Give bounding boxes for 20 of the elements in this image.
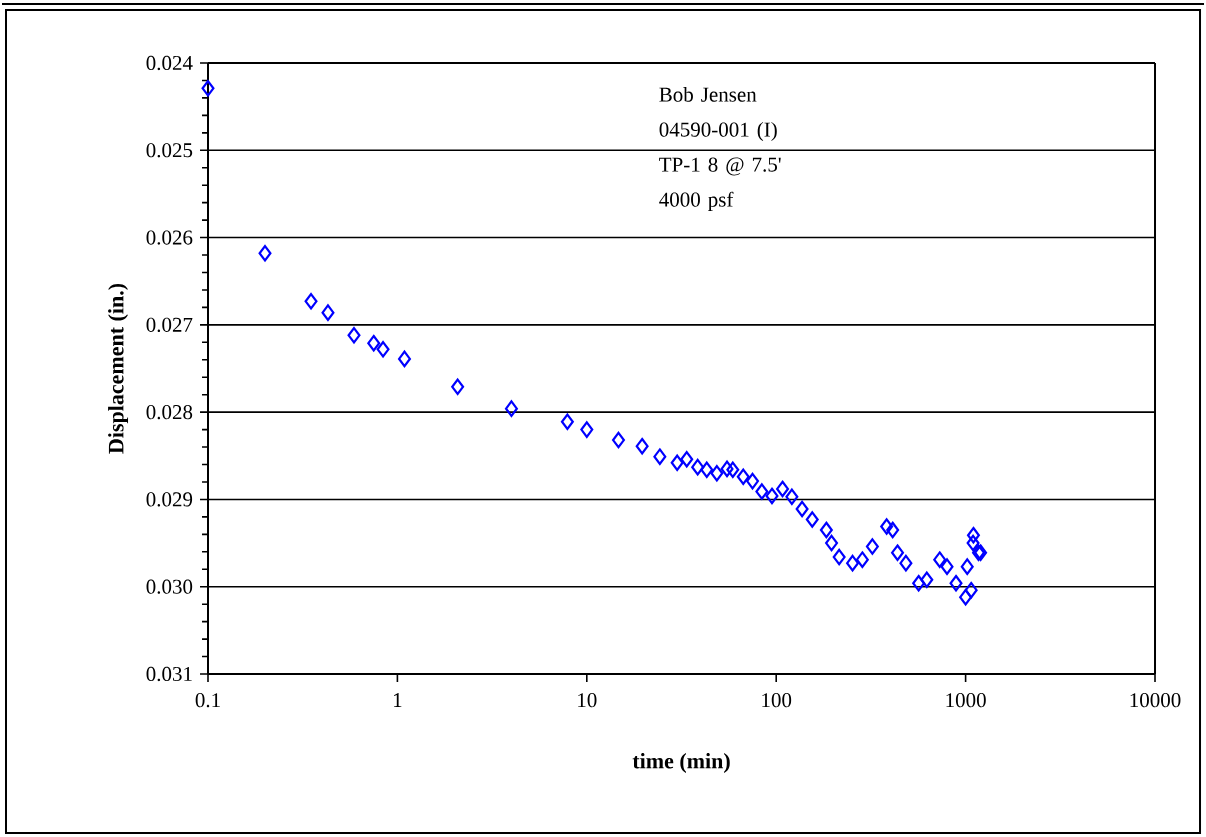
y-tick-label: 0.025: [146, 143, 193, 158]
x-tick-label: 0.1: [195, 693, 220, 708]
y-axis-title: Displacement (in.): [108, 283, 129, 454]
x-tick-label: 1: [393, 693, 402, 707]
annotation: 04590-001 (I): [659, 121, 777, 141]
x-tick-label: 1000: [946, 693, 986, 708]
annotation: 4000 psf: [659, 191, 734, 211]
y-tick-label: 0.028: [146, 405, 193, 420]
x-axis-title: time (min): [632, 753, 730, 773]
x-tick-label: 100: [762, 693, 792, 708]
y-tick-label: 0.026: [146, 230, 193, 245]
y-tick-label: 0.031: [146, 666, 192, 682]
annotation: TP-1 8 @ 7.5': [659, 157, 781, 176]
annotation: Bob Jensen: [659, 86, 757, 102]
x-tick-label: 10: [578, 693, 597, 708]
y-tick-label: 0.027: [146, 317, 193, 333]
y-tick-label: 0.030: [146, 579, 193, 594]
y-tick-label: 0.024: [146, 55, 193, 71]
y-tick-label: 0.029: [146, 492, 193, 507]
x-tick-label: 10000: [1130, 693, 1181, 708]
